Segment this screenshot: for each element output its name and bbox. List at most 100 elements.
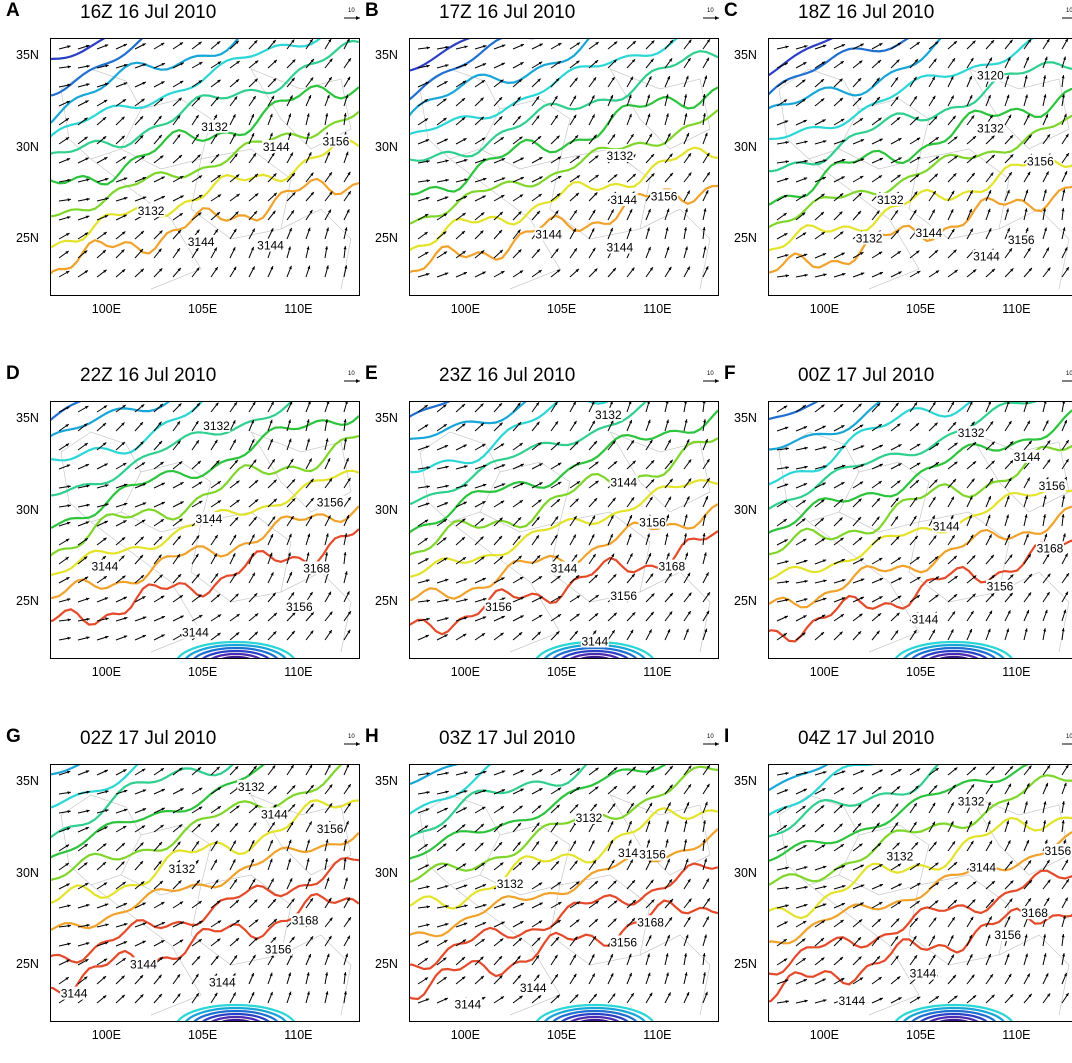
wind-vector-head bbox=[897, 863, 902, 867]
contour-label: 3144 bbox=[610, 476, 637, 490]
wind-vector-head bbox=[325, 246, 328, 250]
wind-vector-head bbox=[536, 211, 540, 215]
wind-vector-head bbox=[443, 843, 447, 847]
wind-vector-head bbox=[972, 442, 977, 446]
wind-vector-head bbox=[198, 939, 202, 943]
wind-vector-head bbox=[557, 481, 562, 485]
x-tick-label: 100E bbox=[809, 665, 839, 679]
contour-label-bg bbox=[167, 862, 196, 876]
wind-vector-head bbox=[990, 40, 995, 44]
wind-vector-head bbox=[804, 159, 808, 163]
wind-vector-head bbox=[648, 76, 652, 80]
wind-vector-head bbox=[913, 629, 917, 634]
wind-vector-head bbox=[556, 804, 560, 808]
low-center-contour bbox=[570, 652, 620, 658]
wind-vector-head bbox=[916, 556, 920, 560]
wind-vector-head bbox=[802, 194, 806, 198]
wind-vector-head bbox=[576, 156, 580, 160]
wind-vector-head bbox=[859, 118, 863, 122]
wind-vector-head bbox=[594, 919, 598, 923]
wind-vector-head bbox=[269, 858, 273, 863]
wind-vector-head bbox=[343, 419, 347, 423]
wind-vector-head bbox=[481, 633, 485, 637]
wind-vector-head bbox=[822, 482, 826, 486]
y-tick-label: 35N bbox=[16, 774, 39, 789]
wind-vector-head bbox=[480, 975, 484, 980]
wind-vector-head bbox=[820, 632, 824, 636]
wind-vector-head bbox=[916, 595, 920, 599]
wind-vector-head bbox=[123, 635, 128, 639]
wind-vector-head bbox=[821, 614, 826, 618]
wind-vector-head bbox=[84, 136, 88, 140]
wind-vector-head bbox=[802, 500, 806, 504]
wind-vector-head bbox=[839, 823, 843, 827]
y-tick-label: 35N bbox=[16, 48, 39, 63]
low-center-contour bbox=[202, 649, 270, 658]
wind-vector-head bbox=[217, 194, 222, 198]
contour-label-bg bbox=[609, 935, 638, 949]
wind-vector-head bbox=[424, 232, 428, 236]
wind-vector-head bbox=[232, 859, 236, 863]
wind-vector-head bbox=[498, 97, 503, 101]
wind-vector-head bbox=[950, 76, 954, 80]
wind-vector-head bbox=[573, 840, 576, 844]
wind-vector-head bbox=[839, 499, 843, 503]
contour-label-bg bbox=[910, 612, 939, 626]
wind-vector-head bbox=[916, 157, 921, 160]
wind-vector-head bbox=[1024, 934, 1028, 938]
wind-vector-head bbox=[344, 227, 348, 231]
wind-vector-head bbox=[347, 611, 351, 615]
wind-vector-head bbox=[254, 805, 259, 809]
contour-label: 3156 bbox=[1044, 844, 1071, 858]
wind-vector-head bbox=[820, 98, 825, 102]
wind-vector-head bbox=[328, 935, 332, 940]
wind-vector-head bbox=[347, 171, 351, 176]
wind-vector-head bbox=[572, 228, 576, 232]
wind-vector-head bbox=[950, 629, 954, 633]
wind-vector-head bbox=[879, 158, 883, 161]
wind-vector-head bbox=[67, 504, 71, 508]
contour-line bbox=[769, 816, 1072, 920]
wind-vector-head bbox=[236, 499, 240, 503]
wind-vector-head bbox=[648, 629, 652, 633]
wind-vector-head bbox=[840, 919, 844, 923]
wind-vector-head bbox=[612, 803, 616, 807]
wind-vector-head bbox=[520, 903, 524, 906]
wind-vector-head bbox=[702, 533, 706, 537]
wind-vector-head bbox=[574, 860, 578, 864]
wind-vector-head bbox=[161, 902, 165, 905]
wind-vector-head bbox=[702, 227, 706, 231]
wind-vector-head bbox=[611, 630, 615, 634]
wind-vector-head bbox=[498, 536, 502, 540]
wind-vector-head bbox=[950, 515, 954, 519]
wind-vector-head bbox=[804, 579, 808, 583]
contour-label: 3144 bbox=[610, 193, 637, 207]
wind-vector-head bbox=[270, 266, 274, 270]
wind-vector-head bbox=[520, 921, 524, 924]
wind-vector-head bbox=[83, 250, 88, 254]
wind-vector-head bbox=[519, 805, 523, 809]
wind-vector-head bbox=[481, 939, 485, 943]
wind-vector-head bbox=[933, 785, 938, 789]
contour-label-bg bbox=[617, 845, 646, 859]
wind-vector-head bbox=[1061, 75, 1065, 79]
wind-vector-head bbox=[517, 823, 521, 827]
low-center-contour bbox=[221, 1018, 251, 1021]
wind-vector-head bbox=[480, 116, 484, 121]
wind-vector-head bbox=[461, 117, 466, 121]
contour-label: 3132 bbox=[958, 426, 985, 440]
wind-vector-head bbox=[86, 636, 90, 640]
wind-vector-head bbox=[804, 446, 808, 450]
wind-vector-head bbox=[706, 765, 710, 769]
wind-vector-head bbox=[803, 62, 807, 66]
contour-line bbox=[410, 39, 678, 136]
wind-vector-head bbox=[1009, 39, 1013, 44]
y-tick-label: 35N bbox=[734, 411, 757, 426]
wind-vector-head bbox=[463, 501, 467, 505]
wind-vector-head bbox=[1024, 514, 1028, 518]
wind-vector-head bbox=[517, 229, 521, 233]
wind-vector-head bbox=[426, 273, 430, 276]
wind-vector-head bbox=[860, 464, 865, 468]
wind-vector-head bbox=[915, 480, 919, 484]
contour-label-bg bbox=[453, 997, 482, 1011]
